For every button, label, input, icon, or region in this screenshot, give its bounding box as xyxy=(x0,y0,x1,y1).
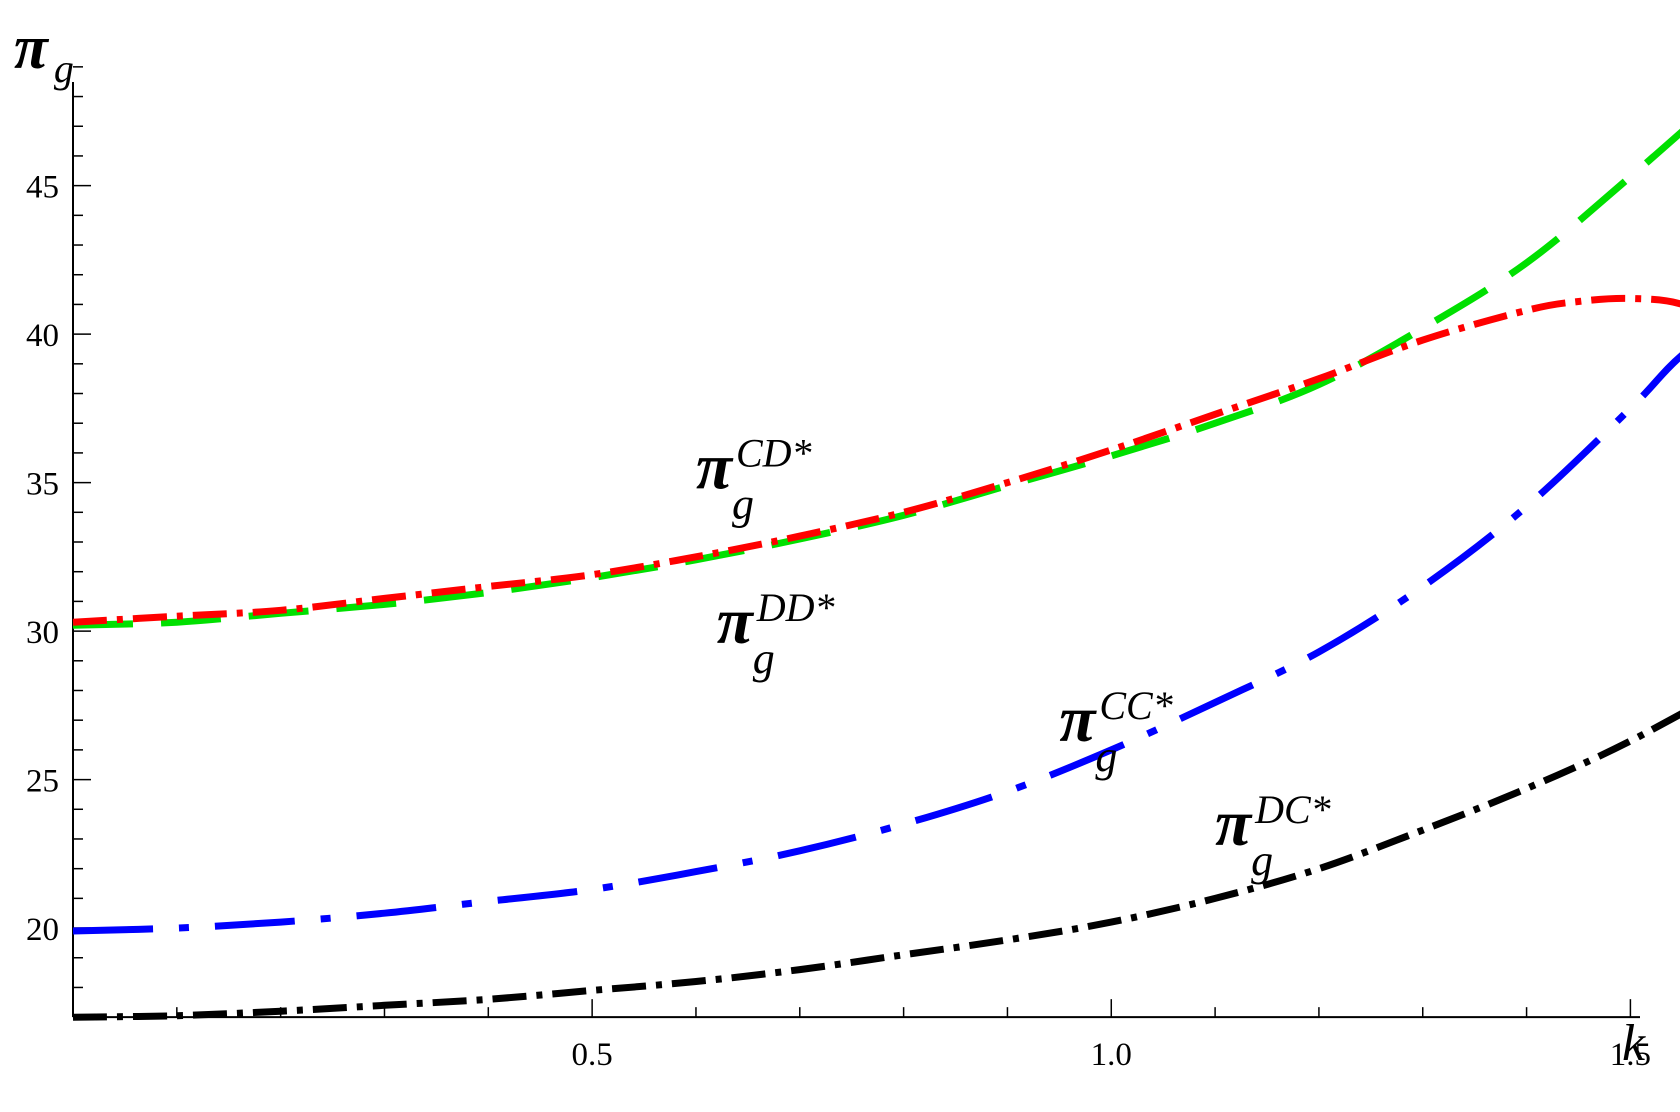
series-line-gdd xyxy=(72,128,1680,629)
y-axis-title-symbol: π xyxy=(14,14,50,82)
series-label-symbol: π xyxy=(696,431,734,504)
series-layer xyxy=(72,128,1680,1021)
axes: 0.5 1.0 1.5 20 25 30 35 40 45 xyxy=(26,66,1651,1073)
x-axis-title: k xyxy=(1622,1015,1646,1072)
y-tick-label: 40 xyxy=(26,318,59,354)
x-tick-label: 0.5 xyxy=(572,1037,613,1073)
series-label-superscript: DC* xyxy=(1254,787,1331,832)
y-tick-label: 20 xyxy=(26,912,59,948)
series-label-subscript: g xyxy=(732,480,754,529)
series-line-gcc xyxy=(72,352,1680,935)
series-label-symbol: π xyxy=(1059,683,1097,756)
y-axis-title: π g xyxy=(14,14,74,91)
series-line-gdc xyxy=(72,710,1680,1021)
series-label-superscript: CD* xyxy=(736,431,812,476)
series-label-symbol: π xyxy=(1215,787,1253,860)
series-label-superscript: CC* xyxy=(1099,683,1172,728)
series-label-subscript: g xyxy=(753,634,775,683)
y-tick-label: 30 xyxy=(26,615,59,651)
y-tick-label: 25 xyxy=(26,764,59,800)
y-tick-label: 45 xyxy=(26,170,59,206)
series-label-subscript: g xyxy=(1095,732,1117,781)
series-label-symbol: π xyxy=(717,585,755,658)
y-tick-label: 35 xyxy=(26,467,59,503)
series-label-superscript: DD* xyxy=(756,585,835,630)
series-label-subscript: g xyxy=(1251,836,1273,885)
x-tick-label: 1.5 xyxy=(1610,1037,1651,1073)
series-line-gcd xyxy=(72,294,1680,626)
y-axis-title-subscript: g xyxy=(54,46,74,91)
x-tick-label: 1.0 xyxy=(1091,1037,1132,1073)
